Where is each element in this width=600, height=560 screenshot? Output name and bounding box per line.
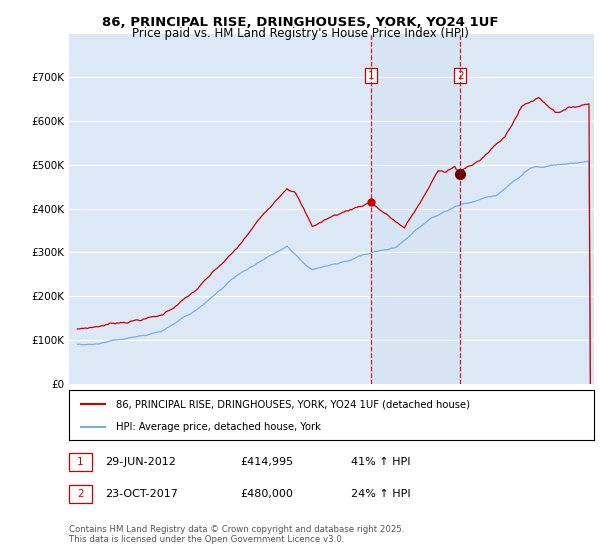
Text: £480,000: £480,000 [240,489,293,499]
Text: £414,995: £414,995 [240,457,293,467]
Text: 1: 1 [77,457,84,467]
Text: Price paid vs. HM Land Registry's House Price Index (HPI): Price paid vs. HM Land Registry's House … [131,27,469,40]
Text: 41% ↑ HPI: 41% ↑ HPI [351,457,410,467]
Text: 24% ↑ HPI: 24% ↑ HPI [351,489,410,499]
Text: 23-OCT-2017: 23-OCT-2017 [105,489,178,499]
Text: 1: 1 [368,71,374,81]
Text: 2: 2 [77,489,84,499]
Text: 29-JUN-2012: 29-JUN-2012 [105,457,176,467]
Bar [371,34,460,384]
Text: Contains HM Land Registry data © Crown copyright and database right 2025.
This d: Contains HM Land Registry data © Crown c… [69,525,404,544]
Text: 86, PRINCIPAL RISE, DRINGHOUSES, YORK, YO24 1UF (detached house): 86, PRINCIPAL RISE, DRINGHOUSES, YORK, Y… [116,399,470,409]
Text: 2: 2 [457,71,464,81]
Text: 86, PRINCIPAL RISE, DRINGHOUSES, YORK, YO24 1UF: 86, PRINCIPAL RISE, DRINGHOUSES, YORK, Y… [102,16,498,29]
Text: HPI: Average price, detached house, York: HPI: Average price, detached house, York [116,422,321,432]
